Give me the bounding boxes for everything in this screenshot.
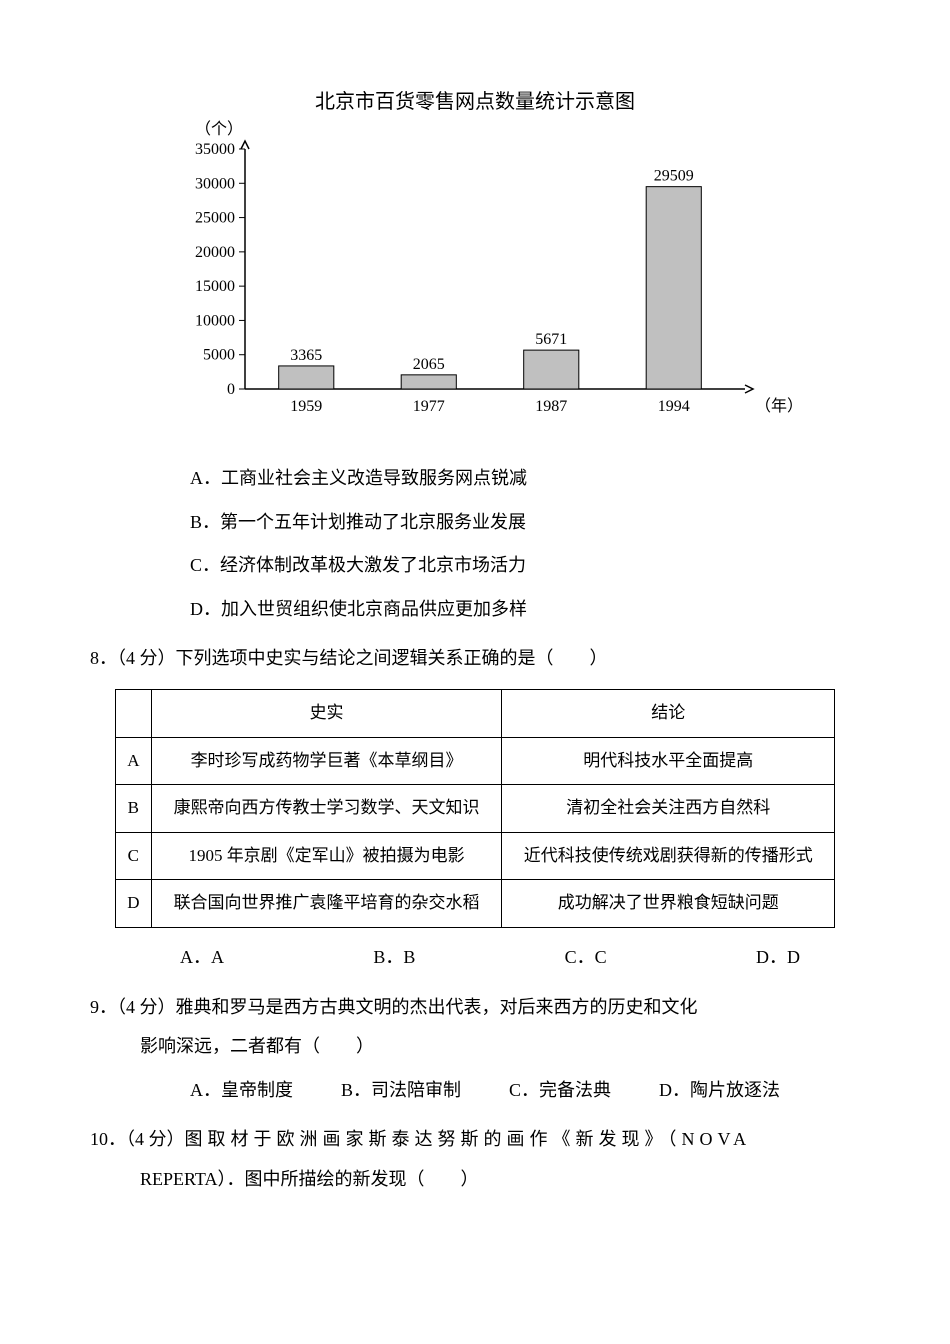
svg-text:5000: 5000 xyxy=(203,347,235,364)
q9-choice-a: A．皇帝制度 xyxy=(190,1071,293,1111)
cell-label: B xyxy=(116,785,152,833)
cell-conclusion: 清初全社会关注西方自然科 xyxy=(502,785,835,833)
table-row: C 1905 年京剧《定军山》被拍摄为电影 近代科技使传统戏剧获得新的传播形式 xyxy=(116,832,835,880)
svg-text:2065: 2065 xyxy=(413,356,445,373)
q8-choice-d: D．D xyxy=(756,938,800,978)
svg-text:3365: 3365 xyxy=(290,347,322,364)
q7-options: A．工商业社会主义改造导致服务网点锐减 B．第一个五年计划推动了北京服务业发展 … xyxy=(90,459,860,629)
svg-text:20000: 20000 xyxy=(195,244,235,261)
svg-text:1987: 1987 xyxy=(535,398,567,415)
svg-text:0: 0 xyxy=(227,381,235,398)
bar-chart: 0500010000150002000025000300003500033651… xyxy=(155,129,795,429)
q7-option-d: D．加入世贸组织使北京商品供应更加多样 xyxy=(190,590,860,630)
chart-unit-label: （个） xyxy=(195,112,243,147)
q9-choices: A．皇帝制度 B．司法陪审制 C．完备法典 D．陶片放逐法 xyxy=(90,1071,860,1111)
cell-fact: 1905 年京剧《定军山》被拍摄为电影 xyxy=(151,832,502,880)
q8-choice-c: C．C xyxy=(565,938,607,978)
cell-fact: 李时珍写成药物学巨著《本草纲目》 xyxy=(151,737,502,785)
table-row: D 联合国向世界推广袁隆平培育的杂交水稻 成功解决了世界粮食短缺问题 xyxy=(116,880,835,928)
svg-text:29509: 29509 xyxy=(654,168,694,185)
cell-conclusion: 成功解决了世界粮食短缺问题 xyxy=(502,880,835,928)
svg-text:1977: 1977 xyxy=(413,398,445,415)
q10-number: 10． xyxy=(90,1129,126,1149)
cell-label: C xyxy=(116,832,152,880)
th-conclusion: 结论 xyxy=(502,689,835,737)
svg-text:10000: 10000 xyxy=(195,312,235,329)
q10-text-1: 图取材于欧洲画家斯泰达努斯的画作《新发现》（NOVA xyxy=(185,1129,752,1149)
th-fact: 史实 xyxy=(151,689,502,737)
q9-choice-b: B．司法陪审制 xyxy=(341,1071,461,1111)
q10-text-2: REPERTA）．图中所描绘的新发现（ ） xyxy=(90,1160,860,1200)
q8-choice-a: A．A xyxy=(180,938,224,978)
cell-fact: 联合国向世界推广袁隆平培育的杂交水稻 xyxy=(151,880,502,928)
svg-text:15000: 15000 xyxy=(195,278,235,295)
q9-number: 9． xyxy=(90,997,117,1017)
svg-text:25000: 25000 xyxy=(195,210,235,227)
q9-text-2: 影响深远，二者都有（ ） xyxy=(90,1027,860,1067)
q9-choice-d: D．陶片放逐法 xyxy=(659,1071,780,1111)
q8-points: （4 分） xyxy=(117,648,176,668)
question-10: 10．（4 分）图取材于欧洲画家斯泰达努斯的画作《新发现》（NOVA REPER… xyxy=(90,1120,860,1199)
question-8: 8．（4 分）下列选项中史实与结论之间逻辑关系正确的是（ ） xyxy=(90,639,860,679)
th-blank xyxy=(116,689,152,737)
question-9: 9．（4 分）雅典和罗马是西方古典文明的杰出代表，对后来西方的历史和文化 影响深… xyxy=(90,988,860,1067)
cell-fact: 康熙帝向西方传教士学习数学、天文知识 xyxy=(151,785,502,833)
table-row: B 康熙帝向西方传教士学习数学、天文知识 清初全社会关注西方自然科 xyxy=(116,785,835,833)
q7-option-a: A．工商业社会主义改造导致服务网点锐减 xyxy=(190,459,860,499)
cell-conclusion: 近代科技使传统戏剧获得新的传播形式 xyxy=(502,832,835,880)
svg-text:30000: 30000 xyxy=(195,175,235,192)
cell-conclusion: 明代科技水平全面提高 xyxy=(502,737,835,785)
q9-text-1: 雅典和罗马是西方古典文明的杰出代表，对后来西方的历史和文化 xyxy=(176,997,698,1017)
chart-container: 北京市百货零售网点数量统计示意图 （个） 0 5000 10000 15000 2000… xyxy=(155,80,795,429)
q10-points: （4 分） xyxy=(126,1129,185,1149)
table-header-row: 史实 结论 xyxy=(116,689,835,737)
q7-option-c: C．经济体制改革极大激发了北京市场活力 xyxy=(190,546,860,586)
q9-choice-c: C．完备法典 xyxy=(509,1071,611,1111)
svg-text:5671: 5671 xyxy=(535,331,567,348)
q8-text: 下列选项中史实与结论之间逻辑关系正确的是（ ） xyxy=(176,648,608,668)
svg-text:1959: 1959 xyxy=(290,398,322,415)
table-row: A 李时珍写成药物学巨著《本草纲目》 明代科技水平全面提高 xyxy=(116,737,835,785)
q7-option-b: B．第一个五年计划推动了北京服务业发展 xyxy=(190,503,860,543)
q8-table: 史实 结论 A 李时珍写成药物学巨著《本草纲目》 明代科技水平全面提高 B 康熙… xyxy=(115,689,835,928)
svg-text:（年）: （年） xyxy=(755,397,795,415)
svg-text:1994: 1994 xyxy=(658,398,690,415)
q8-choices: A．A B．B C．C D．D xyxy=(90,938,860,978)
cell-label: A xyxy=(116,737,152,785)
q8-choice-b: B．B xyxy=(373,938,415,978)
q9-points: （4 分） xyxy=(117,997,176,1017)
q8-number: 8． xyxy=(90,648,117,668)
cell-label: D xyxy=(116,880,152,928)
chart-title: 北京市百货零售网点数量统计示意图 xyxy=(155,80,795,124)
